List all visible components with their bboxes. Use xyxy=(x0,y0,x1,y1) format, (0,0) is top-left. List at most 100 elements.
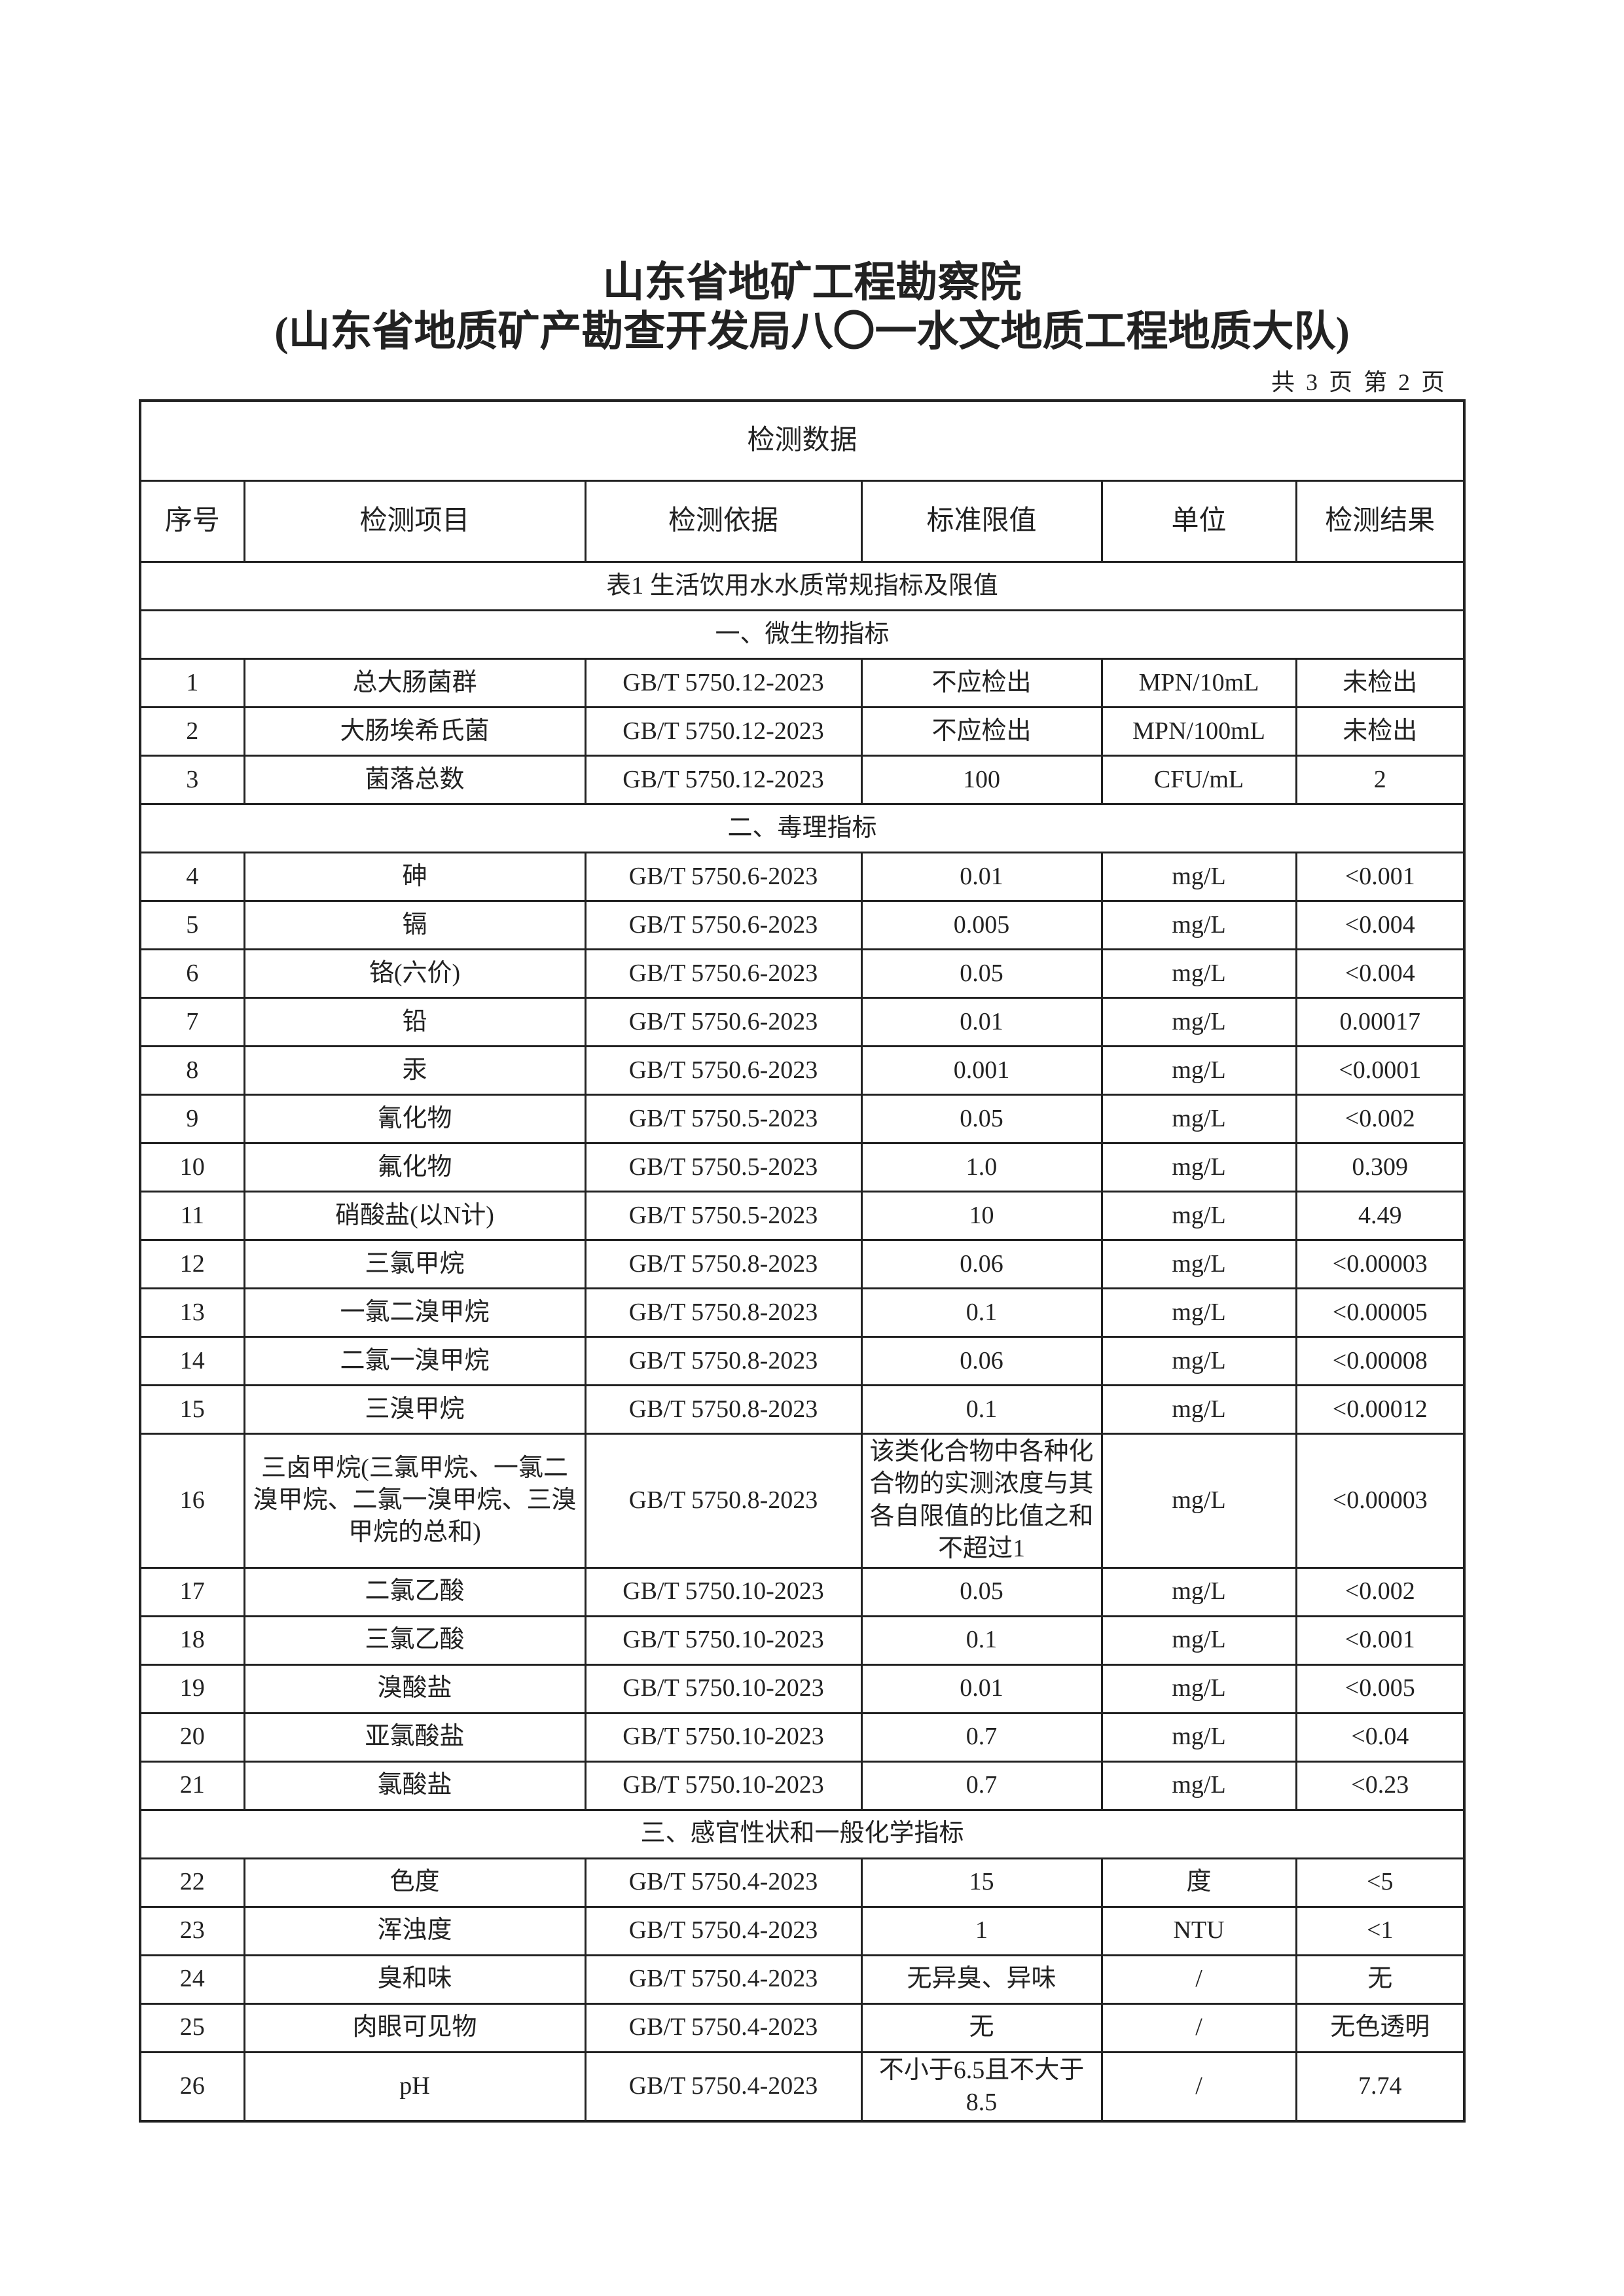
table-cell: 0.05 xyxy=(860,1094,1103,1144)
table-cell: 15 xyxy=(860,1857,1103,1908)
table-row: 2 大肠埃希氏菌 GB/T 5750.12-2023 不应检出 MPN/100mL 未检出 xyxy=(139,706,1466,757)
table-row: 一、微生物指标 xyxy=(139,609,1466,660)
table-cell: 0.06 xyxy=(860,1336,1103,1386)
table-cell: 0.01 xyxy=(860,997,1103,1047)
table-cell: mg/L xyxy=(1100,1336,1297,1386)
table-cell: 10 xyxy=(860,1191,1103,1241)
section-title: 一、微生物指标 xyxy=(139,609,1466,660)
table-cell: mg/L xyxy=(1100,900,1297,950)
table-cell: mg/L xyxy=(1100,1142,1297,1193)
table-cell: <0.001 xyxy=(1295,852,1466,902)
table-row: 1 总大肠菌群 GB/T 5750.12-2023 不应检出 MPN/10mL 未检出 xyxy=(139,658,1466,708)
table-cell: 无异臭、异味 xyxy=(860,1954,1103,2005)
table-cell: GB/T 5750.5-2023 xyxy=(584,1094,863,1144)
table-cell: GB/T 5750.10-2023 xyxy=(584,1760,863,1811)
table-cell: / xyxy=(1100,2051,1297,2123)
table-cell: 0.05 xyxy=(860,1566,1103,1617)
table-cell: 肉眼可见物 xyxy=(243,2002,586,2053)
table-cell: 砷 xyxy=(243,852,586,902)
table-cell: GB/T 5750.6-2023 xyxy=(584,900,863,950)
table-row: 4 砷 GB/T 5750.6-2023 0.01 mg/L <0.001 xyxy=(139,852,1466,902)
table-cell: 三溴甲烷 xyxy=(243,1384,586,1435)
table-cell: 19 xyxy=(139,1663,245,1714)
data-table: 检测数据 序号 检测项目 检测依据 标准限值 单位 检测结果 表1 生活饮用水水质常规指标及限… xyxy=(139,399,1466,2123)
table-cell: 15 xyxy=(139,1384,245,1435)
table-cell: 100 xyxy=(860,755,1103,805)
table-row: 15 三溴甲烷 GB/T 5750.8-2023 0.1 mg/L <0.00012 xyxy=(139,1384,1466,1435)
table-row: 22 色度 GB/T 5750.4-2023 15 度 <5 xyxy=(139,1857,1466,1908)
table-row: 14 二氯一溴甲烷 GB/T 5750.8-2023 0.06 mg/L <0.00008 xyxy=(139,1336,1466,1386)
table-cell: GB/T 5750.8-2023 xyxy=(584,1433,863,1569)
table-row: 19 溴酸盐 GB/T 5750.10-2023 0.01 mg/L <0.005 xyxy=(139,1663,1466,1714)
table-cell: 0.00017 xyxy=(1295,997,1466,1047)
table-row: 三、感官性状和一般化学指标 xyxy=(139,1808,1466,1859)
table-cell: 17 xyxy=(139,1566,245,1617)
table-cell: 8 xyxy=(139,1045,245,1096)
table-cell: 16 xyxy=(139,1433,245,1569)
table-cell: <0.001 xyxy=(1295,1615,1466,1666)
table-cell: 大肠埃希氏菌 xyxy=(243,706,586,757)
table-cell: 菌落总数 xyxy=(243,755,586,805)
table-cell: 氯酸盐 xyxy=(243,1760,586,1811)
table-cell: <0.00005 xyxy=(1295,1287,1466,1338)
table-cell: 2 xyxy=(139,706,245,757)
table-cell: 11 xyxy=(139,1191,245,1241)
table-cell: GB/T 5750.10-2023 xyxy=(584,1566,863,1617)
table-cell: GB/T 5750.8-2023 xyxy=(584,1336,863,1386)
table-cell: 三卤甲烷(三氯甲烷、一氯二溴甲烷、二氯一溴甲烷、三溴甲烷的总和) xyxy=(243,1433,586,1569)
table-cell: <0.23 xyxy=(1295,1760,1466,1811)
table-cell: GB/T 5750.5-2023 xyxy=(584,1191,863,1241)
table-cell: <1 xyxy=(1295,1905,1466,1956)
table-cell: GB/T 5750.5-2023 xyxy=(584,1142,863,1193)
table-cell: 14 xyxy=(139,1336,245,1386)
table-cell: 0.001 xyxy=(860,1045,1103,1096)
section-title: 三、感官性状和一般化学指标 xyxy=(139,1808,1466,1859)
table-cell: GB/T 5750.10-2023 xyxy=(584,1615,863,1666)
table-cell: 无 xyxy=(1295,1954,1466,2005)
table-cell: 21 xyxy=(139,1760,245,1811)
table-cell: 0.1 xyxy=(860,1287,1103,1338)
table-cell: GB/T 5750.10-2023 xyxy=(584,1712,863,1763)
table-cell: 浑浊度 xyxy=(243,1905,586,1956)
table-cell: 不应检出 xyxy=(860,658,1103,708)
table-cell: GB/T 5750.6-2023 xyxy=(584,852,863,902)
table-row: 6 铬(六价) GB/T 5750.6-2023 0.05 mg/L <0.004 xyxy=(139,948,1466,999)
column-header: 序号 xyxy=(139,480,245,563)
table-cell: mg/L xyxy=(1100,852,1297,902)
table-cell: 0.1 xyxy=(860,1384,1103,1435)
table-cell: GB/T 5750.6-2023 xyxy=(584,1045,863,1096)
table-cell: 无 xyxy=(860,2002,1103,2053)
table-row: 7 铅 GB/T 5750.6-2023 0.01 mg/L 0.00017 xyxy=(139,997,1466,1047)
table-cell: 9 xyxy=(139,1094,245,1144)
table-cell: 23 xyxy=(139,1905,245,1956)
table-cell: <0.00003 xyxy=(1295,1239,1466,1289)
table-cell: 二氯一溴甲烷 xyxy=(243,1336,586,1386)
table-row: 23 浑浊度 GB/T 5750.4-2023 1 NTU <1 xyxy=(139,1905,1466,1956)
table-cell: 三氯甲烷 xyxy=(243,1239,586,1289)
table-cell: GB/T 5750.12-2023 xyxy=(584,658,863,708)
table-cell: mg/L xyxy=(1100,1433,1297,1569)
table-cell: mg/L xyxy=(1100,1384,1297,1435)
table-row: 18 三氯乙酸 GB/T 5750.10-2023 0.1 mg/L <0.001 xyxy=(139,1615,1466,1666)
table-caption: 表1 生活饮用水水质常规指标及限值 xyxy=(139,561,1466,611)
table-cell: 3 xyxy=(139,755,245,805)
table-cell: GB/T 5750.8-2023 xyxy=(584,1384,863,1435)
table-cell: 未检出 xyxy=(1295,706,1466,757)
table-cell: mg/L xyxy=(1100,1239,1297,1289)
table-cell: 24 xyxy=(139,1954,245,2005)
table-cell: <0.004 xyxy=(1295,948,1466,999)
table-cell: mg/L xyxy=(1100,1094,1297,1144)
table-row: 检测数据 xyxy=(139,399,1466,482)
table-cell: / xyxy=(1100,2002,1297,2053)
table-cell: GB/T 5750.6-2023 xyxy=(584,948,863,999)
table-cell: mg/L xyxy=(1100,1663,1297,1714)
table-cell: CFU/mL xyxy=(1100,755,1297,805)
table-cell: 二氯乙酸 xyxy=(243,1566,586,1617)
table-cell: 26 xyxy=(139,2051,245,2123)
table-cell: GB/T 5750.8-2023 xyxy=(584,1287,863,1338)
table-cell: 1.0 xyxy=(860,1142,1103,1193)
table-cell: 总大肠菌群 xyxy=(243,658,586,708)
table-cell: 1 xyxy=(139,658,245,708)
table-row: 9 氰化物 GB/T 5750.5-2023 0.05 mg/L <0.002 xyxy=(139,1094,1466,1144)
table-cell: 18 xyxy=(139,1615,245,1666)
